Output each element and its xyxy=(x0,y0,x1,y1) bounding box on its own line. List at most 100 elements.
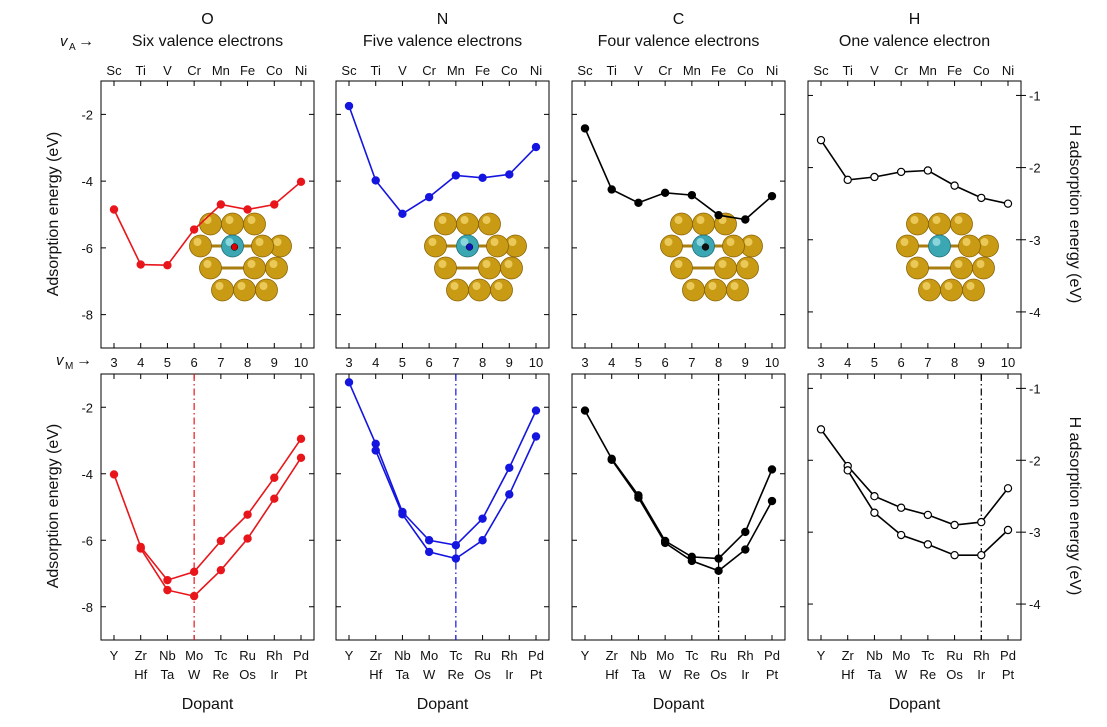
slab-atom-highlight xyxy=(438,216,447,224)
dopant-label-4d: Y xyxy=(345,648,354,663)
vm-number-label: 9 xyxy=(271,355,278,370)
slab-atom xyxy=(726,278,749,302)
y-tick-label-right: -2 xyxy=(1029,161,1041,176)
dopant-label-5d: Pt xyxy=(295,667,308,682)
3d-series-point xyxy=(163,261,172,270)
bottom-plot-frame xyxy=(571,373,786,641)
slab-atom xyxy=(478,256,501,280)
vm-number-label: 6 xyxy=(898,355,905,370)
slab-atom xyxy=(692,212,715,236)
slab-atom-highlight xyxy=(225,216,234,224)
4d-series-line xyxy=(584,410,773,560)
dopant-label-4d: Mo xyxy=(185,648,203,663)
slab-atom xyxy=(714,256,737,280)
5d-series-point xyxy=(843,466,852,475)
slab-atom-highlight xyxy=(718,260,727,268)
4d-series-point xyxy=(451,541,461,550)
va-subscript: A xyxy=(69,42,76,53)
3d-series-point xyxy=(634,198,643,208)
dopant-label-4d: Pd xyxy=(293,648,309,663)
5d-series-point xyxy=(607,455,616,464)
dopant-label-4d: Nb xyxy=(394,648,411,663)
4d-series-point xyxy=(270,473,279,482)
top-category-label: Cr xyxy=(658,63,672,78)
3d-series-line xyxy=(113,181,302,267)
slab-atom-highlight xyxy=(460,216,469,224)
4d-series-line xyxy=(820,428,1009,526)
slab-atom-highlight xyxy=(259,282,268,290)
vm-number-label: 6 xyxy=(662,355,669,370)
5d-series-point xyxy=(424,547,434,557)
3d-series-point xyxy=(687,190,697,200)
top-category-label: Mn xyxy=(683,63,701,78)
bottom-plot-frame xyxy=(335,373,550,641)
vm-number-label: 9 xyxy=(978,355,985,370)
dopant-label-4d: Zr xyxy=(606,648,619,663)
vm-number-label: 5 xyxy=(399,355,406,370)
slab-atom-highlight xyxy=(910,260,919,268)
4d-series-point xyxy=(189,567,199,577)
5d-series-point xyxy=(451,554,461,563)
top-category-label: Sc xyxy=(106,63,122,78)
3d-series-point xyxy=(1003,199,1013,208)
y-tick-label-left: -2 xyxy=(81,107,93,122)
panel-h: H One valence electron Sc Ti V Cr Mn Fe Co Ni 3 4 5 6… xyxy=(807,11,1041,713)
slab-atom xyxy=(928,212,951,236)
slab-atom xyxy=(478,212,501,236)
dopant-atom xyxy=(928,234,951,258)
dopant-label-5d: W xyxy=(423,667,436,682)
slab-atom-highlight xyxy=(674,260,683,268)
dopant-highlight xyxy=(460,238,469,246)
5d-series-point xyxy=(896,530,906,540)
vm-number-label: 4 xyxy=(608,355,615,370)
vm-number-label: 5 xyxy=(164,355,171,370)
slab-atom-highlight xyxy=(247,216,256,224)
slab-atom-highlight xyxy=(438,260,447,268)
dopant-label-5d: W xyxy=(659,667,672,682)
panel-element-title: H xyxy=(909,11,921,28)
dopant-label-5d: Hf xyxy=(841,667,854,682)
top-category-label: Mn xyxy=(919,63,937,78)
4d-series-point xyxy=(741,527,750,537)
dopant-label-4d: Pd xyxy=(528,648,544,663)
3d-series-point xyxy=(505,170,514,179)
x-axis-title: Dopant xyxy=(182,696,234,713)
slab-atom xyxy=(896,234,919,258)
y-tick-label-right: -2 xyxy=(1029,453,1041,468)
slab-atom-highlight xyxy=(944,282,953,290)
3d-series-point xyxy=(977,193,986,203)
5d-series-point xyxy=(714,566,723,576)
top-category-label: Ti xyxy=(607,63,617,78)
vm-number-label: 3 xyxy=(110,355,117,370)
dopant-label-5d: Ir xyxy=(505,667,514,682)
dopant-label-4d: Nb xyxy=(866,648,883,663)
4d-series-point xyxy=(163,575,172,585)
top-category-label: Co xyxy=(737,63,754,78)
dopant-label-4d: Y xyxy=(581,648,590,663)
slab-atom xyxy=(906,212,929,236)
dopant-label-5d: W xyxy=(895,667,908,682)
vm-number-label: 7 xyxy=(217,355,224,370)
slab-atom-highlight xyxy=(508,238,517,246)
5d-series-point xyxy=(923,540,933,549)
y-tick-label-left: -4 xyxy=(81,174,93,189)
ylabel-right-top: H adsorption energy (eV) xyxy=(1066,125,1083,304)
slab-atom-highlight xyxy=(730,282,739,290)
slab-atom xyxy=(704,278,727,302)
vm-number-label: 8 xyxy=(715,355,722,370)
4d-series-point xyxy=(424,536,434,545)
dopant-label-4d: Pd xyxy=(764,648,780,663)
slab-atom xyxy=(446,278,469,302)
3d-series-point xyxy=(216,200,226,209)
slab-atom-highlight xyxy=(686,282,695,290)
y-tick-label-right: -1 xyxy=(1029,88,1041,103)
3d-series-point xyxy=(136,260,145,269)
panel-o: O Six valence electrons Sc Ti V Cr Mn Fe Co Ni 3 4 5… xyxy=(81,11,315,713)
bottom-plot-frame xyxy=(807,373,1022,641)
adsorbate-atom xyxy=(701,243,710,251)
top-category-label: Co xyxy=(266,63,283,78)
dopant-label-4d: Pd xyxy=(1000,648,1016,663)
4d-series-point xyxy=(344,378,354,387)
4d-series-point xyxy=(923,510,933,520)
